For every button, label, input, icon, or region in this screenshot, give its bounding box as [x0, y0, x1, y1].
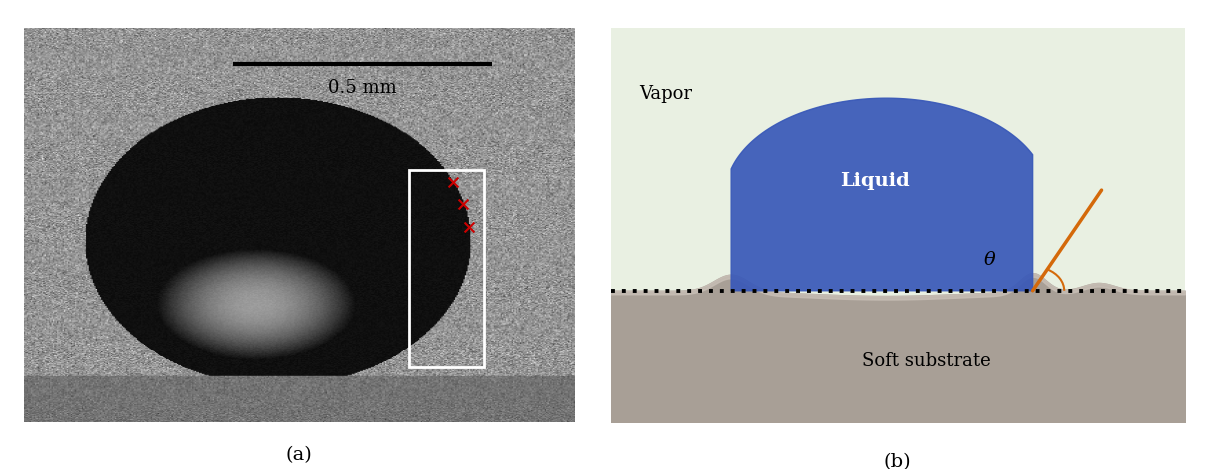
Bar: [410, 170, 484, 367]
Point: [459, 224, 479, 231]
Text: θ: θ: [984, 251, 995, 269]
Point: [453, 200, 473, 208]
Polygon shape: [731, 98, 1032, 291]
Text: (b): (b): [884, 453, 912, 469]
Text: (a): (a): [285, 446, 313, 464]
Text: Liquid: Liquid: [840, 172, 909, 190]
Text: Vapor: Vapor: [640, 85, 693, 103]
Point: [442, 178, 462, 185]
Text: 0.5 mm: 0.5 mm: [328, 79, 397, 98]
Text: Soft substrate: Soft substrate: [862, 352, 990, 370]
Polygon shape: [611, 28, 1185, 422]
